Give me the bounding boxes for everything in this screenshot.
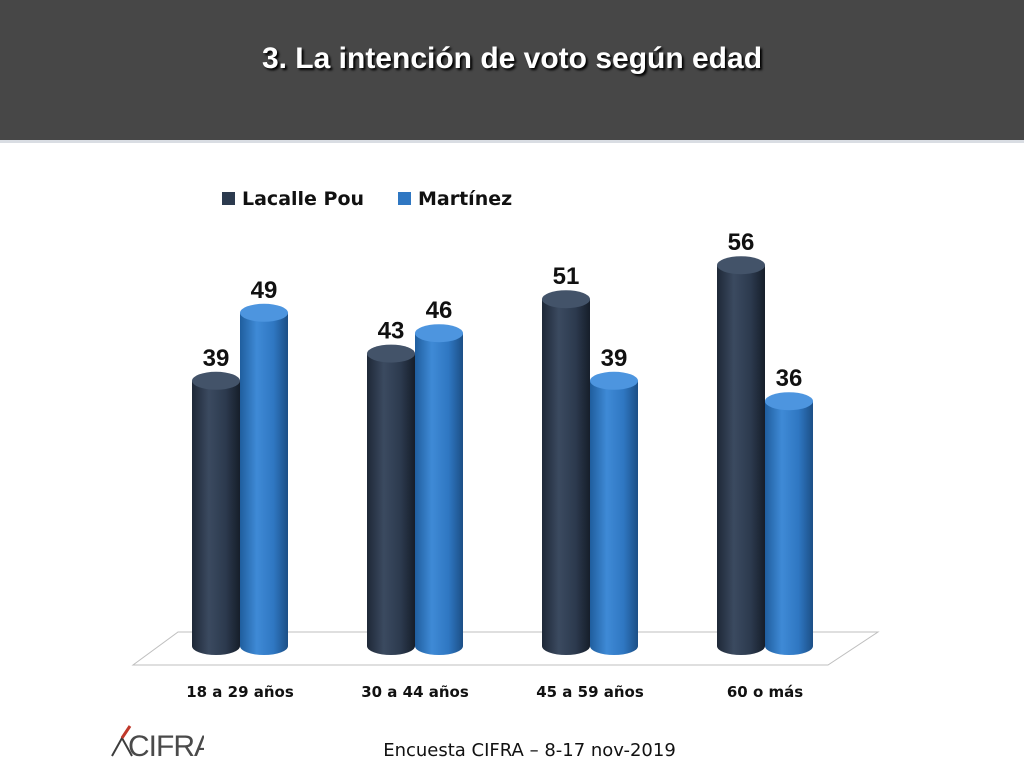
data-label: 49 xyxy=(251,277,278,304)
legend-swatch xyxy=(222,192,235,205)
bar xyxy=(542,290,590,655)
category-label: 18 a 29 años xyxy=(186,683,294,701)
header-divider xyxy=(0,140,1024,143)
title-banner: 3. La intención de voto según edad xyxy=(0,0,1024,140)
bar-cap xyxy=(765,392,813,411)
bar-cap xyxy=(590,371,638,390)
data-label: 51 xyxy=(553,263,580,290)
bar xyxy=(192,371,240,655)
chart-floor xyxy=(131,631,880,666)
data-label: 56 xyxy=(728,229,755,256)
page-title: 3. La intención de voto según edad xyxy=(261,42,763,75)
data-label: 39 xyxy=(203,345,230,372)
category-labels-group: 18 a 29 años 30 a 44 años 45 a 59 años 60 o… xyxy=(186,683,803,701)
legend-swatch xyxy=(398,192,411,205)
bar-body xyxy=(240,312,288,655)
logo-wordmark: CIFRA xyxy=(128,730,204,763)
bar-body xyxy=(367,353,415,655)
bar-body xyxy=(590,380,638,655)
bar-cap xyxy=(367,344,415,363)
bar xyxy=(240,303,288,655)
legend-label: Lacalle Pou xyxy=(242,188,364,210)
category-label: 30 a 44 años xyxy=(361,683,469,701)
data-label: 43 xyxy=(378,318,405,345)
data-label: 46 xyxy=(426,297,453,324)
bar xyxy=(367,344,415,655)
bar-body xyxy=(717,265,765,655)
bar-cap xyxy=(542,290,590,309)
bar-body xyxy=(765,401,813,655)
bar-cap xyxy=(192,371,240,390)
data-label: 39 xyxy=(601,345,628,372)
category-label: 45 a 59 años xyxy=(536,683,644,701)
bar-cap xyxy=(717,256,765,275)
legend: Lacalle Pou Martínez xyxy=(222,188,512,210)
bar xyxy=(765,392,813,655)
data-label: 36 xyxy=(776,365,803,392)
bar-body xyxy=(415,333,463,655)
bar xyxy=(590,371,638,655)
bar xyxy=(415,324,463,655)
bar xyxy=(717,256,765,655)
legend-label: Martínez xyxy=(418,188,512,210)
source-note: Encuesta CIFRA – 8-17 nov-2019 xyxy=(383,740,676,761)
cifra-logo: CIFRA xyxy=(111,725,204,763)
bars-group xyxy=(192,256,813,655)
bar-cap xyxy=(415,324,463,343)
bar-body xyxy=(192,380,240,655)
category-label: 60 o más xyxy=(727,683,803,701)
bar-cap xyxy=(240,303,288,322)
bar-body xyxy=(542,299,590,655)
data-labels-group: 39 49 43 46 51 39 56 36 xyxy=(203,229,803,392)
